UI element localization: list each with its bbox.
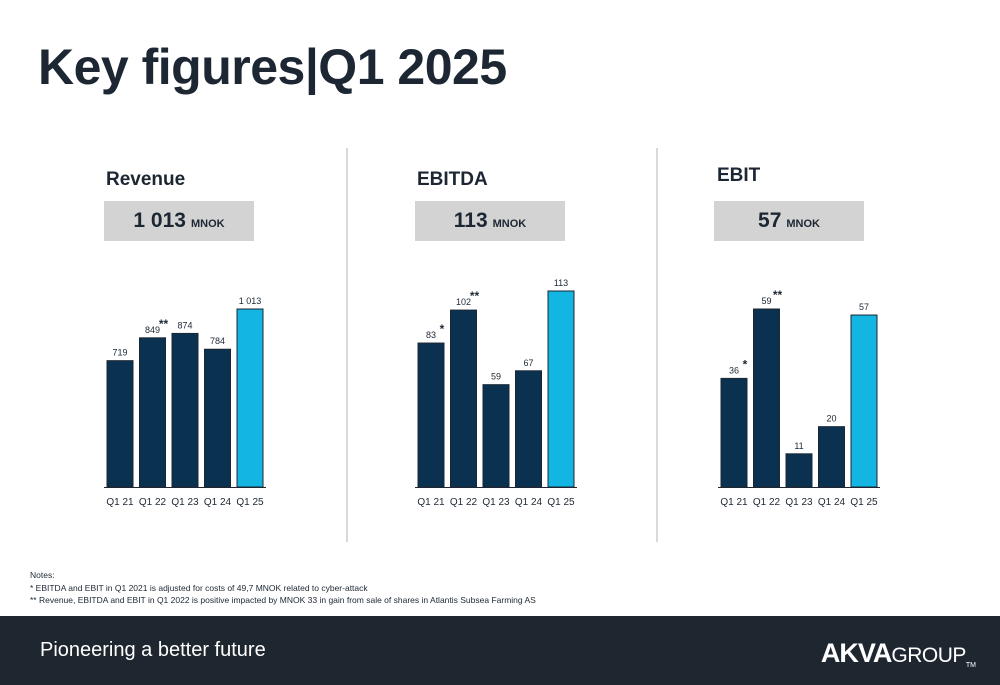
ebitda-title: EBITDA [417, 169, 488, 190]
revenue-bar [106, 360, 134, 488]
ebit-category-label: Q1 25 [850, 497, 878, 508]
ebit-title: EBIT [717, 165, 761, 186]
ebit-category-label: Q1 23 [785, 497, 813, 508]
revenue-bar [139, 337, 166, 488]
revenue-category-label: Q1 25 [236, 497, 264, 508]
ebitda-kpi-value: 113 [453, 209, 488, 232]
ebitda-category-label: Q1 22 [450, 497, 478, 508]
note-line-2: ** Revenue, EBITDA and EBIT in Q1 2022 i… [30, 595, 536, 605]
ebitda-kpi-unit: MNOK [492, 218, 527, 230]
page-title: Key figures|Q1 2025 [38, 39, 507, 95]
revenue-kpi-value: 1 013 [133, 209, 186, 232]
notes: Notes: * EBITDA and EBIT in Q1 2021 is a… [30, 569, 536, 607]
revenue-value-label: 1 013 [239, 296, 262, 306]
ebitda-bar [482, 384, 510, 488]
footer-tagline: Pioneering a better future [40, 639, 266, 661]
revenue-value-label: 784 [210, 336, 225, 346]
ebitda-kpi-box: 113 MNOK [415, 201, 565, 241]
ebit-panel: EBIT 57 MNOK 36 * Q1 21 59 ** Q1 22 11 Q1 23 20 Q… [0, 0, 880, 540]
revenue-value-label: 849 [145, 325, 160, 335]
revenue-kpi-box: 1 013 MNOK [104, 201, 254, 241]
ebit-kpi-value: 57 [758, 209, 782, 232]
note-line-1: * EBITDA and EBIT in Q1 2021 is adjusted… [30, 582, 368, 593]
ebit-bar [753, 308, 780, 488]
ebitda-chart: 83 * Q1 21 102** Q1 22 59 Q1 23 67 Q1 24 113 Q1 25 [415, 278, 577, 508]
ebit-bar [818, 426, 845, 488]
revenue-bar [204, 348, 231, 488]
ebit-value-label: 59 [761, 296, 771, 306]
revenue-kpi-unit: MNOK [190, 218, 225, 230]
akva-group-logo: AKVAGROUPTM [821, 638, 976, 669]
ebit-footnote-marker: * [743, 357, 748, 371]
revenue-category-label: Q1 23 [171, 497, 199, 508]
revenue-value-label: 719 [112, 348, 127, 358]
revenue-chart: 719 Q1 21 849** Q1 22 874 Q1 23 784 Q1 24 1 013 Q… [104, 296, 266, 508]
ebit-footnote-marker: ** [773, 288, 783, 302]
logo-light: GROUP [891, 644, 966, 667]
ebit-kpi-unit: MNOK [786, 218, 820, 230]
revenue-category-label: Q1 24 [204, 497, 232, 508]
ebitda-footnote-marker: ** [470, 289, 480, 303]
ebitda-value-label: 102 [456, 297, 471, 307]
ebitda-bar [515, 370, 542, 488]
ebit-bar [785, 453, 813, 488]
ebitda-value-label: 59 [491, 372, 501, 382]
ebitda-value-label: 83 [426, 330, 436, 340]
logo-tm: TM [965, 662, 976, 669]
revenue-title: Revenue [106, 169, 186, 190]
ebitda-panel: EBITDA 113 MNOK 83 * Q1 21 102 ** Q1 22 59 Q1 2… [0, 0, 577, 540]
revenue-value-label: 874 [177, 320, 192, 330]
ebit-category-label: Q1 22 [753, 497, 781, 508]
ebit-value-label: 11 [794, 441, 803, 451]
ebit-value-label: 57 [859, 302, 869, 312]
revenue-panel: Revenue 1 013 MNOK 719 Q1 21 849 ** Q1 22 874… [0, 0, 300, 540]
ebit-bar [720, 377, 748, 488]
panel-divider-1 [346, 148, 348, 542]
notes-heading: Notes: [30, 570, 55, 580]
panel-divider-2 [656, 148, 658, 542]
ebitda-bar [450, 309, 477, 488]
ebit-kpi-box: 57 MNOK [714, 201, 864, 241]
ebit-value-label: 36 [729, 365, 739, 375]
revenue-category-label: Q1 22 [139, 497, 167, 508]
ebit-bar [850, 314, 878, 488]
ebitda-category-label: Q1 23 [482, 497, 510, 508]
ebitda-value-label: 113 [554, 278, 568, 288]
ebit-chart: 36 * Q1 21 59 ** Q1 22 11 Q1 23 20 Q1 24 57 Q1 25 [718, 288, 880, 508]
footer: Pioneering a better future AKVAGROUPTM [0, 616, 1000, 685]
ebit-category-label: Q1 21 [720, 497, 748, 508]
ebit-category-label: Q1 24 [818, 497, 846, 508]
ebitda-footnote-marker: * [440, 322, 445, 336]
ebitda-value-label: 67 [523, 358, 533, 368]
revenue-category-label: Q1 21 [106, 497, 134, 508]
ebit-value-label: 20 [826, 414, 836, 424]
ebitda-category-label: Q1 24 [515, 497, 543, 508]
ebitda-bar [417, 342, 445, 488]
revenue-footnote-marker: ** [159, 317, 169, 331]
logo-bold: AKVA [820, 638, 893, 668]
ebitda-category-label: Q1 21 [417, 497, 445, 508]
revenue-bar [236, 308, 264, 488]
ebitda-category-label: Q1 25 [547, 497, 575, 508]
ebitda-bar [547, 290, 575, 488]
